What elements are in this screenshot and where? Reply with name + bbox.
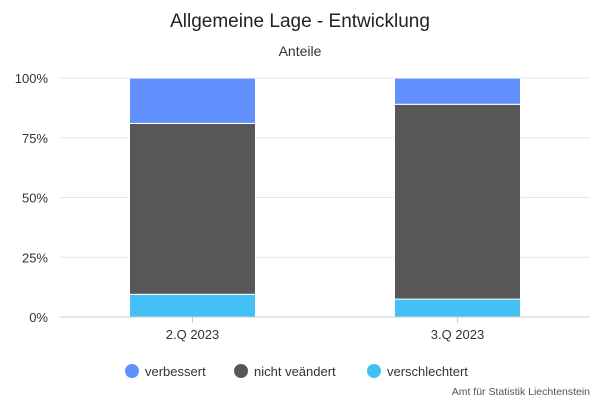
y-tick-label: 50% bbox=[22, 191, 48, 206]
y-axis-ticks: 0% 25% 50% 75% 100% bbox=[15, 71, 49, 325]
y-tick-label: 0% bbox=[29, 310, 48, 325]
x-axis-ticks: 2.Q 2023 3.Q 2023 bbox=[166, 317, 485, 342]
y-tick-label: 25% bbox=[22, 250, 48, 265]
x-tick-label: 3.Q 2023 bbox=[431, 327, 485, 342]
chart-subtitle: Anteile bbox=[279, 43, 322, 59]
legend-marker bbox=[125, 364, 139, 378]
bar-segment-nicht-veändert[interactable] bbox=[394, 103, 521, 300]
legend-marker bbox=[234, 364, 248, 378]
legend-item-verschlechtert[interactable]: verschlechtert bbox=[367, 364, 468, 379]
credits-text[interactable]: Amt für Statistik Liechtenstein bbox=[452, 386, 590, 398]
chart-title: Allgemeine Lage - Entwicklung bbox=[170, 11, 430, 32]
legend-label: verschlechtert bbox=[387, 364, 468, 379]
bar-segment-verbessert[interactable] bbox=[394, 77, 521, 105]
legend-label: nicht veändert bbox=[254, 364, 336, 379]
legend-item-nicht-veändert[interactable]: nicht veändert bbox=[234, 364, 336, 379]
bar-segment-verschlechtert[interactable] bbox=[129, 293, 256, 318]
legend: verbessert nicht veändert verschlechtert bbox=[125, 364, 468, 379]
legend-item-verbessert[interactable]: verbessert bbox=[125, 364, 206, 379]
legend-label: verbessert bbox=[145, 364, 206, 379]
y-tick-label: 75% bbox=[22, 131, 48, 146]
bar-segment-nicht-veändert[interactable] bbox=[129, 122, 256, 295]
bar-segment-verbessert[interactable] bbox=[129, 77, 256, 124]
bars bbox=[129, 77, 521, 318]
legend-marker bbox=[367, 364, 381, 378]
y-tick-label: 100% bbox=[15, 71, 49, 86]
x-tick-label: 2.Q 2023 bbox=[166, 327, 220, 342]
bar-segment-verschlechtert[interactable] bbox=[394, 298, 521, 318]
